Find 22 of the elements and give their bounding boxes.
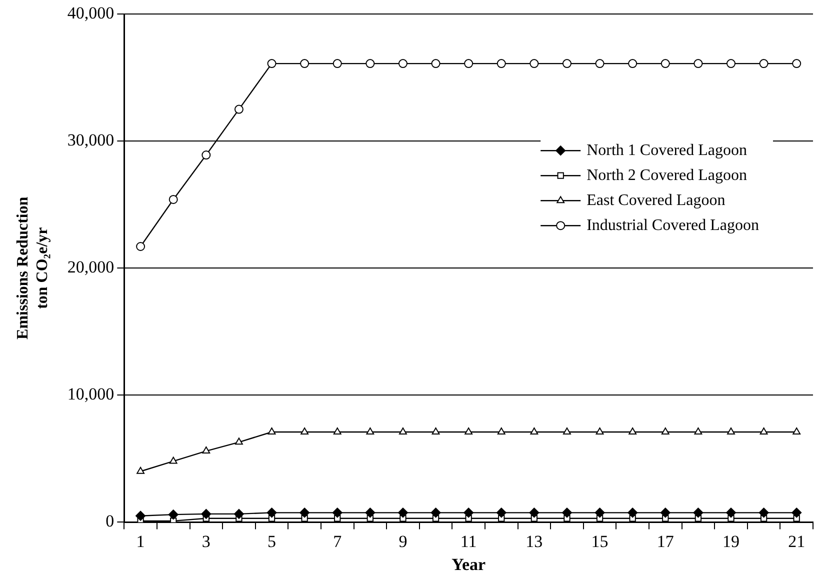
x-tick-label: 17 xyxy=(656,532,674,551)
y-tick-label: 20,000 xyxy=(67,258,114,277)
y-axis-title: Emissions Reduction ton CO₂e/yr xyxy=(14,196,51,340)
x-tick-label: 3 xyxy=(202,532,210,551)
x-tick-label: 15 xyxy=(591,532,608,551)
x-tick-label: 1 xyxy=(136,532,145,551)
x-tick-label: 7 xyxy=(333,532,342,551)
x-tick-label: 9 xyxy=(398,532,408,551)
legend-label: North 2 Covered Lagoon xyxy=(586,166,748,184)
x-axis-title: Year xyxy=(452,555,486,574)
legend-label: Industrial Covered Lagoon xyxy=(586,216,760,234)
y-tick-label: 30,000 xyxy=(67,130,114,150)
y-tick-label: 10,000 xyxy=(67,384,114,404)
x-tick-label: 21 xyxy=(788,532,806,551)
x-tick-label: 11 xyxy=(460,532,477,551)
x-tick-label: 5 xyxy=(268,532,276,551)
x-tick-label: 13 xyxy=(526,532,543,551)
y-tick-label: 0 xyxy=(106,512,114,531)
x-tick-label: 19 xyxy=(722,532,740,551)
legend-label: East Covered Lagoon xyxy=(586,192,726,209)
legend-label: North 1 Covered Lagoon xyxy=(586,142,748,159)
y-tick-label: 40,000 xyxy=(67,3,114,22)
